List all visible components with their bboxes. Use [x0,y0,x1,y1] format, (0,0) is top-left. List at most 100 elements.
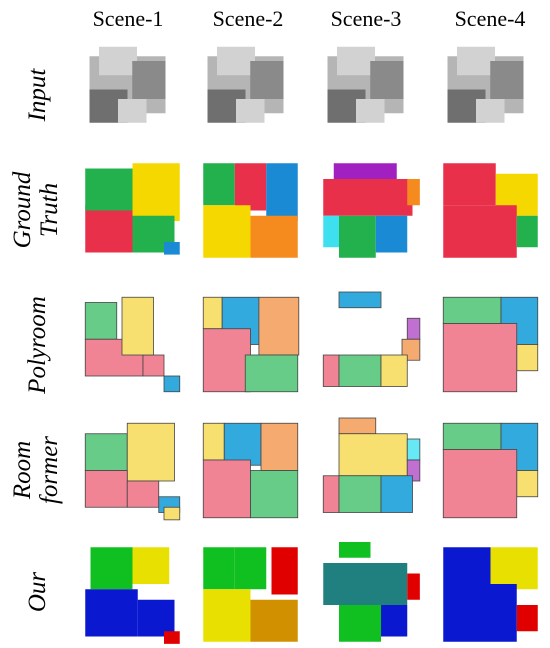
room [260,422,299,471]
room [337,46,375,76]
room [164,242,180,255]
room [223,422,262,466]
room [132,163,180,221]
room [142,354,165,377]
scene-image [443,547,538,642]
room [406,317,421,340]
room [250,61,284,99]
row-label: Our [24,572,51,613]
room [202,328,251,393]
room [442,323,518,393]
room [250,599,298,642]
room [132,61,166,99]
scene-image [443,163,538,258]
column-header: Scene-3 [331,6,402,31]
room [250,215,298,258]
column-header: Scene-2 [213,6,284,31]
room [84,302,118,340]
room [323,215,339,248]
scene-image [442,422,539,519]
room [126,480,160,508]
room [476,99,505,123]
room [118,99,147,123]
scene-image [442,296,539,393]
room [442,296,502,324]
room [271,547,298,595]
room [203,205,251,258]
scene-image [323,542,420,642]
column-header: Scene-4 [455,6,526,31]
room [163,375,181,393]
room [323,563,408,605]
room [356,99,385,123]
room [322,354,340,387]
row-label: Roomformer [9,436,63,504]
room [407,179,420,206]
labels: Scene-1 Scene-2 Scene-3 Scene-4 Input GroundT… [9,6,525,612]
room [84,433,128,471]
room [234,163,267,211]
scene-image [84,296,181,393]
room [339,605,381,642]
room [244,354,299,393]
room [380,475,413,513]
scene-image [202,296,300,393]
room [121,296,154,356]
room [203,589,251,642]
row-label: Input [24,68,51,123]
room [338,433,408,477]
room [338,354,382,387]
room [202,422,225,461]
scene-image [323,163,420,258]
room [490,61,524,99]
room [375,215,408,253]
room [132,547,170,584]
scene-image [202,422,299,519]
room [126,422,175,482]
row-label: GroundTruth [9,171,63,248]
room [266,163,298,221]
scene-image [203,547,298,642]
room [250,470,299,519]
room [370,61,404,99]
room [442,449,518,519]
room [203,547,235,590]
row-label-line: former [36,436,63,504]
room [258,296,300,356]
room [202,296,223,330]
room [516,215,538,248]
scene-image [85,547,180,644]
room [381,605,408,637]
room [380,354,408,387]
row-label-line: Room [9,441,36,500]
room [442,422,502,450]
room [443,163,496,206]
room [338,417,377,435]
room [85,589,138,637]
room [217,46,255,76]
column-header: Scene-1 [93,6,164,31]
cells [84,46,539,644]
row-label-line: Polyroom [24,296,51,395]
room [338,475,382,513]
scene-image [203,163,298,258]
room [163,506,181,521]
scene-image [89,46,166,123]
room [406,438,421,461]
room [443,584,517,642]
row-label: Polyroom [24,296,51,395]
room [338,291,382,309]
room [90,547,133,590]
room [339,215,376,258]
scene-image [85,163,180,255]
row-label-line: Ground [9,171,36,248]
room [516,470,539,498]
room [339,542,371,558]
room [333,163,397,179]
room [85,205,136,253]
scene-image [447,46,524,123]
scene-image [322,291,421,387]
room [443,547,491,584]
room [234,547,267,590]
